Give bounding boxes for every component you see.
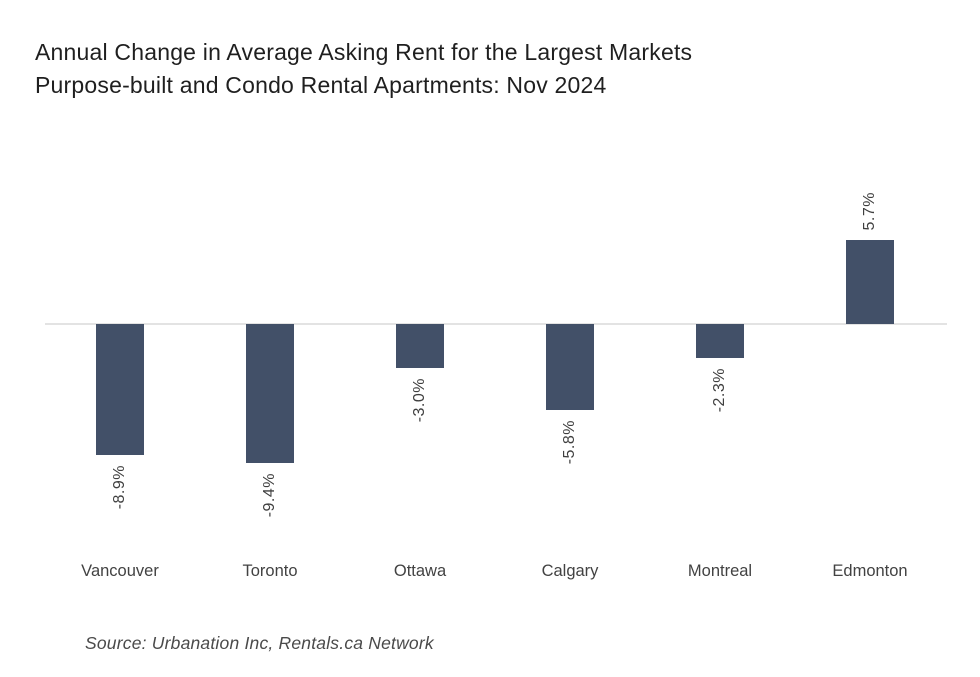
source-note: Source: Urbanation Inc, Rentals.ca Netwo… <box>85 633 434 653</box>
category-label-toronto: Toronto <box>242 562 298 580</box>
bar-montreal <box>696 324 744 358</box>
category-label-edmonton: Edmonton <box>832 562 908 580</box>
zero-axis-line <box>45 323 947 325</box>
bar-calgary <box>546 324 594 410</box>
value-label-montreal: -2.3% <box>711 368 728 413</box>
bar-ottawa <box>396 324 444 368</box>
bar-vancouver <box>96 324 144 455</box>
value-label-calgary: -5.8% <box>561 420 578 465</box>
bar-toronto <box>246 324 294 463</box>
value-label-ottawa: -3.0% <box>411 378 428 423</box>
category-label-vancouver: Vancouver <box>81 562 159 580</box>
category-label-montreal: Montreal <box>687 562 753 580</box>
value-label-edmonton: 5.7% <box>861 191 878 230</box>
bar-chart-plot-area: -8.9% Vancouver -9.4% Toronto -3.0% Ottawa -5.… <box>45 120 947 600</box>
bar-edmonton <box>846 240 894 324</box>
value-label-toronto: -9.4% <box>261 473 278 518</box>
category-label-ottawa: Ottawa <box>393 562 447 580</box>
value-label-vancouver: -8.9% <box>111 465 128 510</box>
category-label-calgary: Calgary <box>541 562 599 580</box>
chart-title: Annual Change in Average Asking Rent for… <box>35 39 693 98</box>
